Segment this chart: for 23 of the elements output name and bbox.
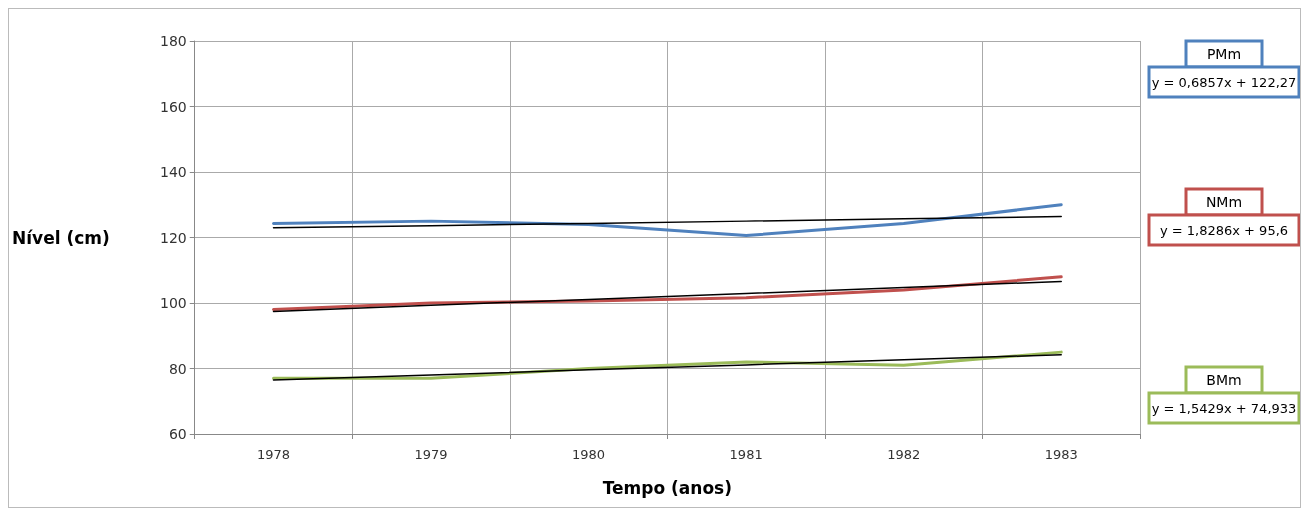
text: PMm [1206,46,1242,62]
line-series [272,215,1062,229]
x-tick-label: 1982 [887,447,921,462]
y-tick-label: 160 [160,98,187,115]
x-tick-label: 1981 [729,447,763,462]
text: y = 1,5429x + 74,933 [1151,400,1297,416]
y-tick-label: 180 [160,33,187,49]
text: BMm [1206,372,1242,388]
y-tick-label: 60 [168,426,187,442]
y-tick-label: 140 [160,164,187,180]
line-series [272,203,1063,238]
y-tick-label: 120 [160,229,187,246]
x-tick-label: 1980 [572,447,606,462]
x-axis-title: Tempo (anos) [602,477,732,498]
text: NMm [1205,194,1243,210]
y-tick-label: 80 [168,360,187,377]
text: y = 0,6857x + 122,27 [1151,74,1297,90]
text: y = 1,8286x + 95,6 [1159,222,1289,238]
y-axis-title: Nível (cm) [11,227,110,248]
x-tick-label: 1979 [414,447,448,462]
x-tick-label: 1983 [1044,447,1078,462]
y-tick-label: 100 [160,295,187,311]
x-tick-label: 1978 [256,447,291,462]
